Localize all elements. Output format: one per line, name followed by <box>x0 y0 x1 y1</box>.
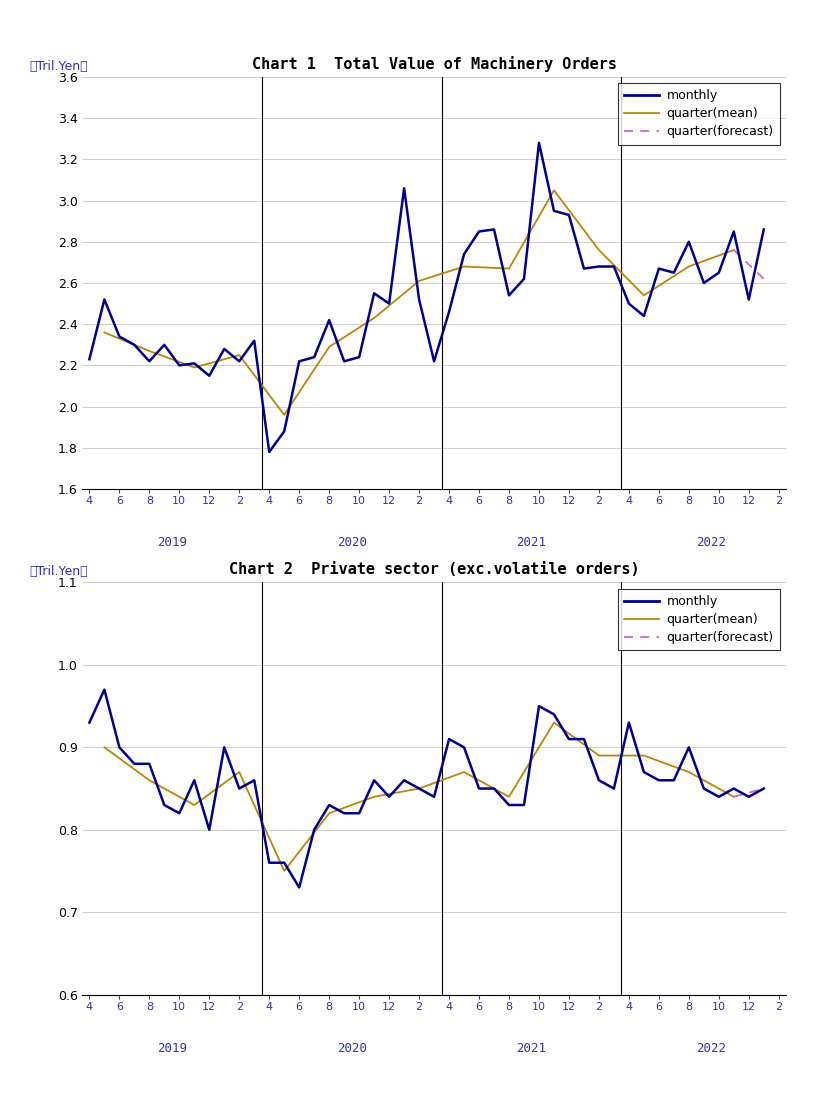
Legend: monthly, quarter(mean), quarter(forecast): monthly, quarter(mean), quarter(forecast… <box>618 84 780 145</box>
Text: （Tril.Yen）: （Tril.Yen） <box>29 59 88 73</box>
Legend: monthly, quarter(mean), quarter(forecast): monthly, quarter(mean), quarter(forecast… <box>618 589 780 651</box>
Title: Chart 1  Total Value of Machinery Orders: Chart 1 Total Value of Machinery Orders <box>251 56 617 71</box>
Text: 2021: 2021 <box>517 536 546 550</box>
Text: 2019: 2019 <box>156 1042 187 1055</box>
Text: 2022: 2022 <box>696 1042 726 1055</box>
Text: （Tril.Yen）: （Tril.Yen） <box>29 565 88 578</box>
Text: 2021: 2021 <box>517 1042 546 1055</box>
Text: 2019: 2019 <box>156 536 187 550</box>
Text: 2020: 2020 <box>337 536 367 550</box>
Text: 2020: 2020 <box>337 1042 367 1055</box>
Title: Chart 2  Private sector (exc.volatile orders): Chart 2 Private sector (exc.volatile ord… <box>229 562 640 577</box>
Text: 2022: 2022 <box>696 536 726 550</box>
